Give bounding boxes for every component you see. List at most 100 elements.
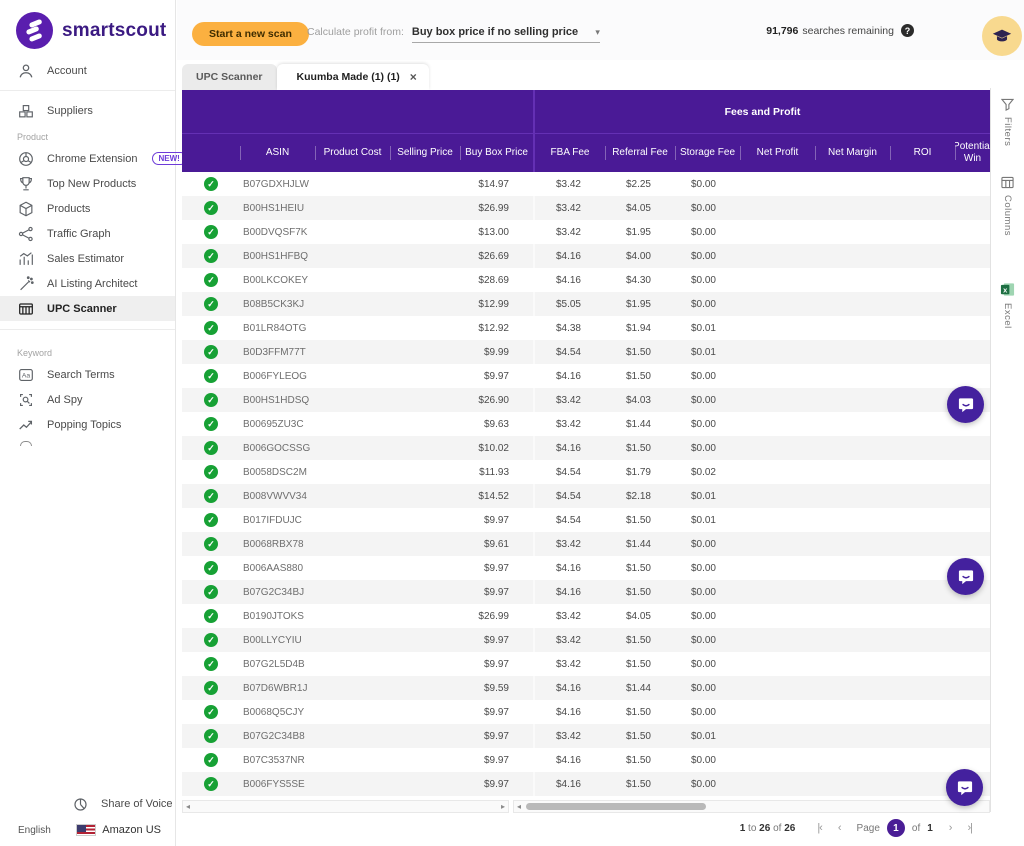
selling-price-cell[interactable] (390, 484, 460, 508)
selling-price-cell[interactable] (390, 172, 460, 196)
product-cost-cell[interactable] (315, 652, 390, 676)
table-row[interactable]: ✓ B006FYLEOG $9.97 $4.16 $1.50 $0.00 (182, 364, 990, 388)
tab-upc-scanner[interactable]: UPC Scanner (182, 64, 277, 90)
product-cost-cell[interactable] (315, 268, 390, 292)
table-row[interactable]: ✓ B006FYS5SE $9.97 $4.16 $1.50 $0.00 (182, 772, 990, 796)
col-header-potential-win[interactable]: Potential Win (955, 134, 990, 172)
table-row[interactable]: ✓ B08B5CK3KJ $12.99 $5.05 $1.95 $0.00 (182, 292, 990, 316)
brand-logo[interactable]: smartscout (0, 0, 175, 59)
table-row[interactable]: ✓ B00HS1HEIU $26.99 $3.42 $4.05 $0.00 (182, 196, 990, 220)
academy-avatar-button[interactable] (982, 16, 1022, 56)
product-cost-cell[interactable] (315, 676, 390, 700)
selling-price-cell[interactable] (390, 388, 460, 412)
col-header-selling-price[interactable]: Selling Price (390, 134, 460, 172)
selling-price-cell[interactable] (390, 532, 460, 556)
selling-price-cell[interactable] (390, 292, 460, 316)
last-page-button[interactable]: ›| (967, 822, 972, 834)
selling-price-cell[interactable] (390, 460, 460, 484)
product-cost-cell[interactable] (315, 196, 390, 220)
table-row[interactable]: ✓ B0D3FFM77T $9.99 $4.54 $1.50 $0.01 (182, 340, 990, 364)
product-cost-cell[interactable] (315, 508, 390, 532)
sidebar-item-sales-estimator[interactable]: Sales Estimator (0, 246, 175, 271)
selling-price-cell[interactable] (390, 244, 460, 268)
col-header-product-cost[interactable]: Product Cost (315, 134, 390, 172)
product-cost-cell[interactable] (315, 556, 390, 580)
selling-price-cell[interactable] (390, 772, 460, 796)
col-header-storage-fee[interactable]: Storage Fee (675, 134, 740, 172)
product-cost-cell[interactable] (315, 604, 390, 628)
chat-launcher-button[interactable] (947, 558, 984, 595)
table-row[interactable]: ✓ B006GOCSSG $10.02 $4.16 $1.50 $0.00 (182, 436, 990, 460)
sidebar-item-ai-listing-architect[interactable]: AI Listing Architect (0, 271, 175, 296)
selling-price-cell[interactable] (390, 556, 460, 580)
table-row[interactable]: ✓ B07D6WBR1J $9.59 $4.16 $1.44 $0.00 (182, 676, 990, 700)
selling-price-cell[interactable] (390, 508, 460, 532)
columns-panel-toggle[interactable]: Columns (1001, 176, 1014, 236)
product-cost-cell[interactable] (315, 532, 390, 556)
table-row[interactable]: ✓ B07G2L5D4B $9.97 $3.42 $1.50 $0.00 (182, 652, 990, 676)
selling-price-cell[interactable] (390, 700, 460, 724)
sidebar-item-account[interactable]: Account (0, 59, 175, 82)
product-cost-cell[interactable] (315, 700, 390, 724)
sidebar-item-top-new-products[interactable]: Top New Products (0, 171, 175, 196)
table-row[interactable]: ✓ B00HS1HFBQ $26.69 $4.16 $4.00 $0.00 (182, 244, 990, 268)
product-cost-cell[interactable] (315, 412, 390, 436)
excel-export-button[interactable]: x Excel (1000, 282, 1015, 329)
marketplace-selector[interactable]: Amazon US (102, 824, 161, 836)
table-row[interactable]: ✓ B0068Q5CJY $9.97 $4.16 $1.50 $0.00 (182, 700, 990, 724)
product-cost-cell[interactable] (315, 340, 390, 364)
col-header-net-margin[interactable]: Net Margin (815, 134, 890, 172)
selling-price-cell[interactable] (390, 436, 460, 460)
close-icon[interactable]: × (409, 70, 417, 84)
filters-panel-toggle[interactable]: Filters (1001, 98, 1014, 146)
col-header-fba-fee[interactable]: FBA Fee (535, 134, 605, 172)
product-cost-cell[interactable] (315, 484, 390, 508)
left-pane-hscrollbar[interactable]: ◂ ▸ (182, 800, 509, 813)
sidebar-item-products[interactable]: Products (0, 196, 175, 221)
sidebar-item-ad-spy[interactable]: Ad Spy (0, 387, 175, 412)
product-cost-cell[interactable] (315, 388, 390, 412)
table-row[interactable]: ✓ B01LR84OTG $12.92 $4.38 $1.94 $0.01 (182, 316, 990, 340)
col-header-roi[interactable]: ROI (890, 134, 955, 172)
table-row[interactable]: ✓ B07C3537NR $9.97 $4.16 $1.50 $0.00 (182, 748, 990, 772)
table-row[interactable]: ✓ B017IFDUJC $9.97 $4.54 $1.50 $0.01 (182, 508, 990, 532)
language-selector[interactable]: English (18, 824, 51, 836)
table-row[interactable]: ✓ B006AAS880 $9.97 $4.16 $1.50 $0.00 (182, 556, 990, 580)
selling-price-cell[interactable] (390, 340, 460, 364)
product-cost-cell[interactable] (315, 292, 390, 316)
table-row[interactable]: ✓ B07GDXHJLW $14.97 $3.42 $2.25 $0.00 (182, 172, 990, 196)
product-cost-cell[interactable] (315, 364, 390, 388)
first-page-button[interactable]: |‹ (817, 822, 822, 834)
selling-price-cell[interactable] (390, 604, 460, 628)
selling-price-cell[interactable] (390, 268, 460, 292)
selling-price-cell[interactable] (390, 652, 460, 676)
sidebar-item-share-of-voice[interactable]: Share of Voice (0, 792, 175, 816)
selling-price-cell[interactable] (390, 220, 460, 244)
sidebar-item-search-terms[interactable]: Aa Search Terms (0, 362, 175, 387)
selling-price-cell[interactable] (390, 724, 460, 748)
chat-launcher-button[interactable] (946, 769, 983, 806)
prev-page-button[interactable]: ‹ (837, 822, 842, 834)
tab-kuumba-made[interactable]: Kuumba Made (1) (1) × (276, 64, 429, 90)
selling-price-cell[interactable] (390, 316, 460, 340)
sidebar-item-chrome-extension[interactable]: Chrome Extension NEW! (0, 146, 187, 171)
product-cost-cell[interactable] (315, 172, 390, 196)
chat-launcher-button[interactable] (947, 386, 984, 423)
table-row[interactable]: ✓ B07G2C34BJ $9.97 $4.16 $1.50 $0.00 (182, 580, 990, 604)
table-row[interactable]: ✓ B00LLYCYIU $9.97 $3.42 $1.50 $0.00 (182, 628, 990, 652)
table-row[interactable]: ✓ B00HS1HDSQ $26.90 $3.42 $4.03 $0.00 (182, 388, 990, 412)
right-pane-hscrollbar[interactable]: ◂ (513, 800, 990, 813)
table-row[interactable]: ✓ B00695ZU3C $9.63 $3.42 $1.44 $0.00 (182, 412, 990, 436)
table-row[interactable]: ✓ B00DVQSF7K $13.00 $3.42 $1.95 $0.00 (182, 220, 990, 244)
col-header-buy-box-price[interactable]: Buy Box Price (460, 134, 533, 172)
sidebar-item-upc-scanner[interactable]: UPC Scanner (0, 296, 175, 321)
selling-price-cell[interactable] (390, 412, 460, 436)
scroll-left-icon[interactable]: ◂ (517, 801, 522, 811)
product-cost-cell[interactable] (315, 772, 390, 796)
product-cost-cell[interactable] (315, 244, 390, 268)
table-row[interactable]: ✓ B008VWVV34 $14.52 $4.54 $2.18 $0.01 (182, 484, 990, 508)
selling-price-cell[interactable] (390, 196, 460, 220)
current-page-badge[interactable]: 1 (886, 819, 905, 837)
col-header-net-profit[interactable]: Net Profit (740, 134, 815, 172)
col-header-referral-fee[interactable]: Referral Fee (605, 134, 675, 172)
